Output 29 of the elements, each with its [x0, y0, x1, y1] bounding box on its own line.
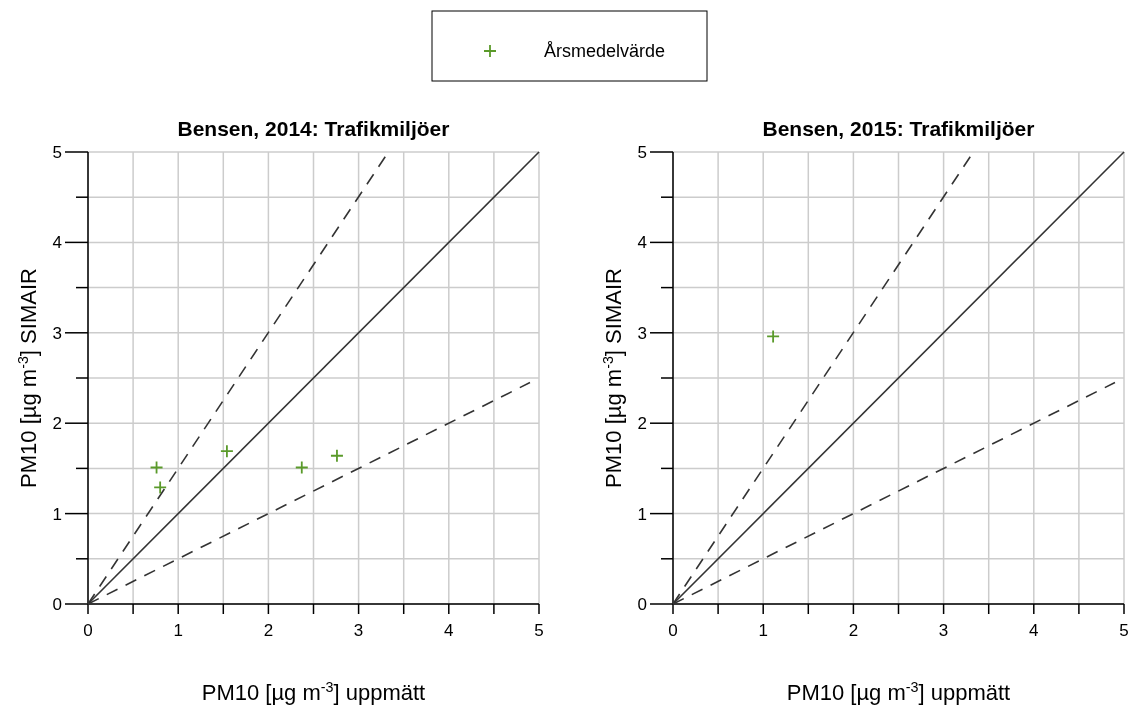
- x-axis-title: PM10 [µg m$^{-3}$] uppmätt: [201, 679, 426, 705]
- x-tick-label: 3: [353, 621, 364, 640]
- x-tick-label: 1: [173, 621, 183, 640]
- text: Årsmedelvärde: [544, 41, 666, 61]
- y-tick-label: 5: [52, 143, 62, 162]
- x-tick-label: 0: [83, 621, 93, 640]
- y-tick-label: 4: [52, 233, 62, 253]
- x-tick-label: 4: [444, 621, 454, 640]
- y-tick-label: 4: [637, 233, 647, 253]
- y-tick-label: 2: [52, 414, 62, 434]
- x-tick-label: 1: [758, 621, 768, 640]
- x-tick-label: 5: [1119, 621, 1129, 640]
- x-tick-label: 3: [938, 621, 949, 640]
- x-tick-label: 0: [668, 621, 678, 640]
- y-tick-label: 3: [637, 323, 647, 343]
- x-axis-title: PM10 [µg m$^{-3}$] uppmätt: [786, 679, 1011, 705]
- y-tick-label: 5: [637, 143, 647, 162]
- x-tick-label: 5: [534, 621, 544, 640]
- y-tick-label: 1: [52, 504, 62, 524]
- x-tick-label: 4: [1029, 621, 1039, 640]
- chart-title: Bensen, 2014: Trafikmiljöer: [177, 117, 450, 140]
- x-tick-label: 2: [263, 621, 274, 640]
- chart-title: Bensen, 2015: Trafikmiljöer: [762, 117, 1035, 140]
- y-tick-label: 0: [52, 595, 62, 614]
- x-tick-label: 2: [848, 621, 859, 640]
- y-tick-label: 3: [52, 323, 62, 343]
- y-tick-label: 2: [637, 414, 647, 434]
- y-tick-label: 0: [637, 595, 647, 614]
- y-tick-label: 1: [637, 504, 647, 524]
